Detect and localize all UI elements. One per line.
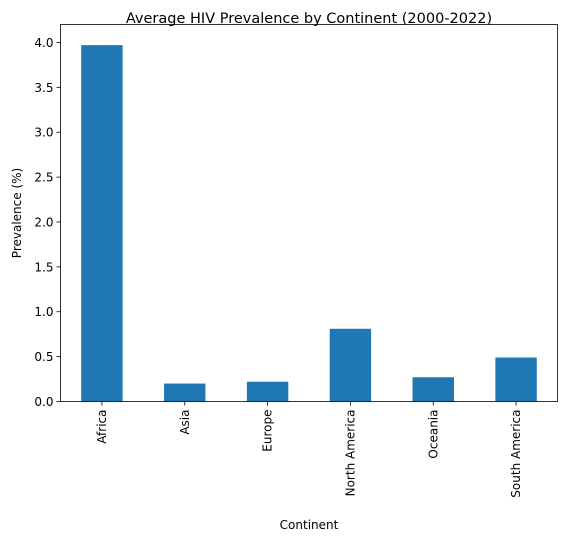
- bar-oceania: [412, 377, 454, 402]
- x-tick-label: Europe: [261, 410, 275, 452]
- x-tick-label: Oceania: [426, 410, 440, 459]
- y-tick-label: 1.0: [34, 305, 53, 319]
- x-axis-ticks: Africa Asia Europe North America Oceania Sout…: [95, 401, 523, 498]
- x-tick-label: South America: [509, 410, 523, 498]
- y-tick-label: 0.5: [34, 350, 53, 364]
- bars-group: [81, 45, 537, 402]
- x-tick-label: Asia: [178, 410, 192, 435]
- y-axis-ticks: 0.0 0.5 1.0 1.5 2.0 2.5 3.0 3.5 4.0: [34, 36, 61, 409]
- y-axis-title: Prevalence (%): [10, 168, 24, 258]
- x-tick-label: North America: [343, 410, 357, 497]
- y-tick-label: 1.5: [34, 260, 53, 274]
- bar-europe: [246, 381, 289, 402]
- plot-frame: [60, 24, 558, 402]
- bar-north-america: [329, 328, 372, 402]
- chart-title: Average HIV Prevalence by Continent (200…: [126, 11, 492, 27]
- y-tick-label: 4.0: [34, 36, 53, 50]
- y-tick-label: 0.0: [34, 395, 53, 409]
- x-axis-title: Continent: [280, 518, 339, 532]
- y-tick-label: 2.5: [34, 171, 53, 185]
- y-tick-label: 2.0: [34, 215, 53, 229]
- y-tick-label: 3.5: [34, 81, 53, 95]
- bar-asia: [164, 383, 206, 402]
- bar-south-america: [495, 357, 537, 402]
- bar-africa: [81, 45, 123, 402]
- y-tick-label: 3.0: [34, 126, 53, 140]
- x-tick-label: Africa: [95, 410, 109, 444]
